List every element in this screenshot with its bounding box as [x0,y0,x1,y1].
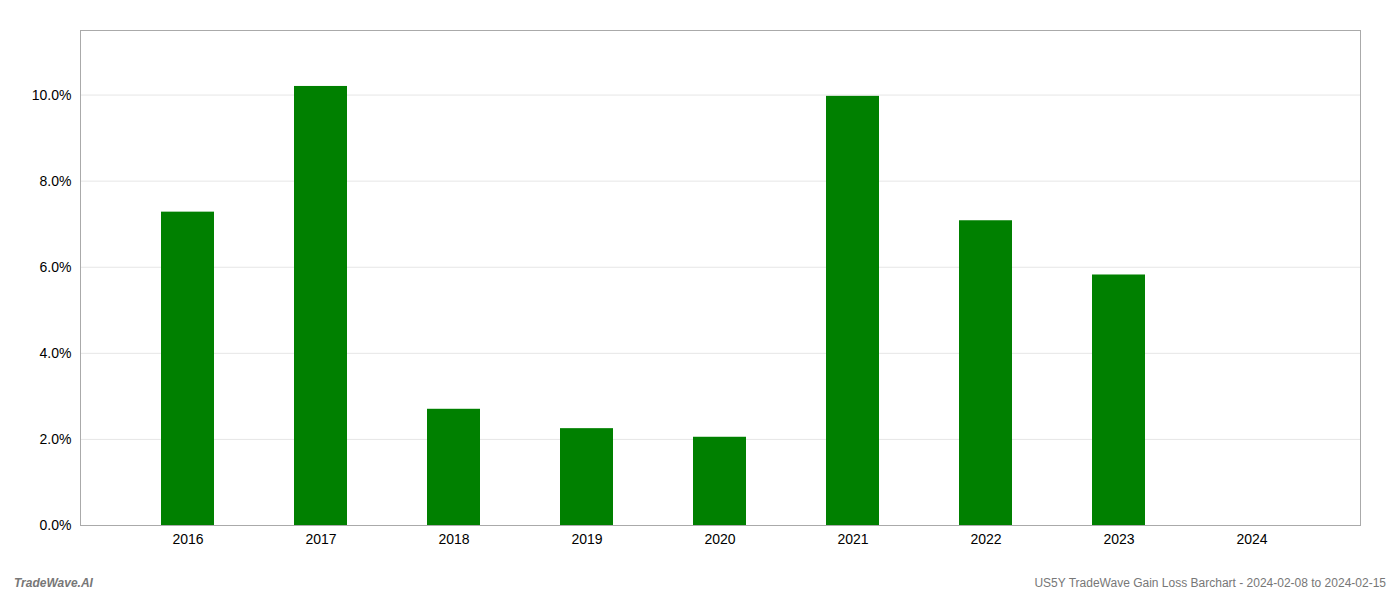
html-text:TradeWave.AI: TradeWave.AI [14,576,93,590]
svg-text:6.0%: 6.0% [40,259,72,275]
svg-text:2022: 2022 [970,531,1001,547]
svg-text:2018: 2018 [438,531,469,547]
svg-text:2.0%: 2.0% [40,431,72,447]
svg-text:2020: 2020 [704,531,735,547]
svg-text:2021: 2021 [837,531,868,547]
svg-text:8.0%: 8.0% [40,173,72,189]
html-text:US5Y TradeWave Gain Loss Barch: US5Y TradeWave Gain Loss Barchart - 2024… [1034,576,1386,590]
svg-text:0.0%: 0.0% [40,517,72,533]
svg-text:4.0%: 4.0% [40,345,72,361]
svg-text:10.0%: 10.0% [32,87,72,103]
svg-text:2024: 2024 [1236,531,1267,547]
svg-text:2023: 2023 [1103,531,1134,547]
svg-text:2017: 2017 [305,531,336,547]
svg-text:2016: 2016 [172,531,203,547]
svg-text:2019: 2019 [571,531,602,547]
